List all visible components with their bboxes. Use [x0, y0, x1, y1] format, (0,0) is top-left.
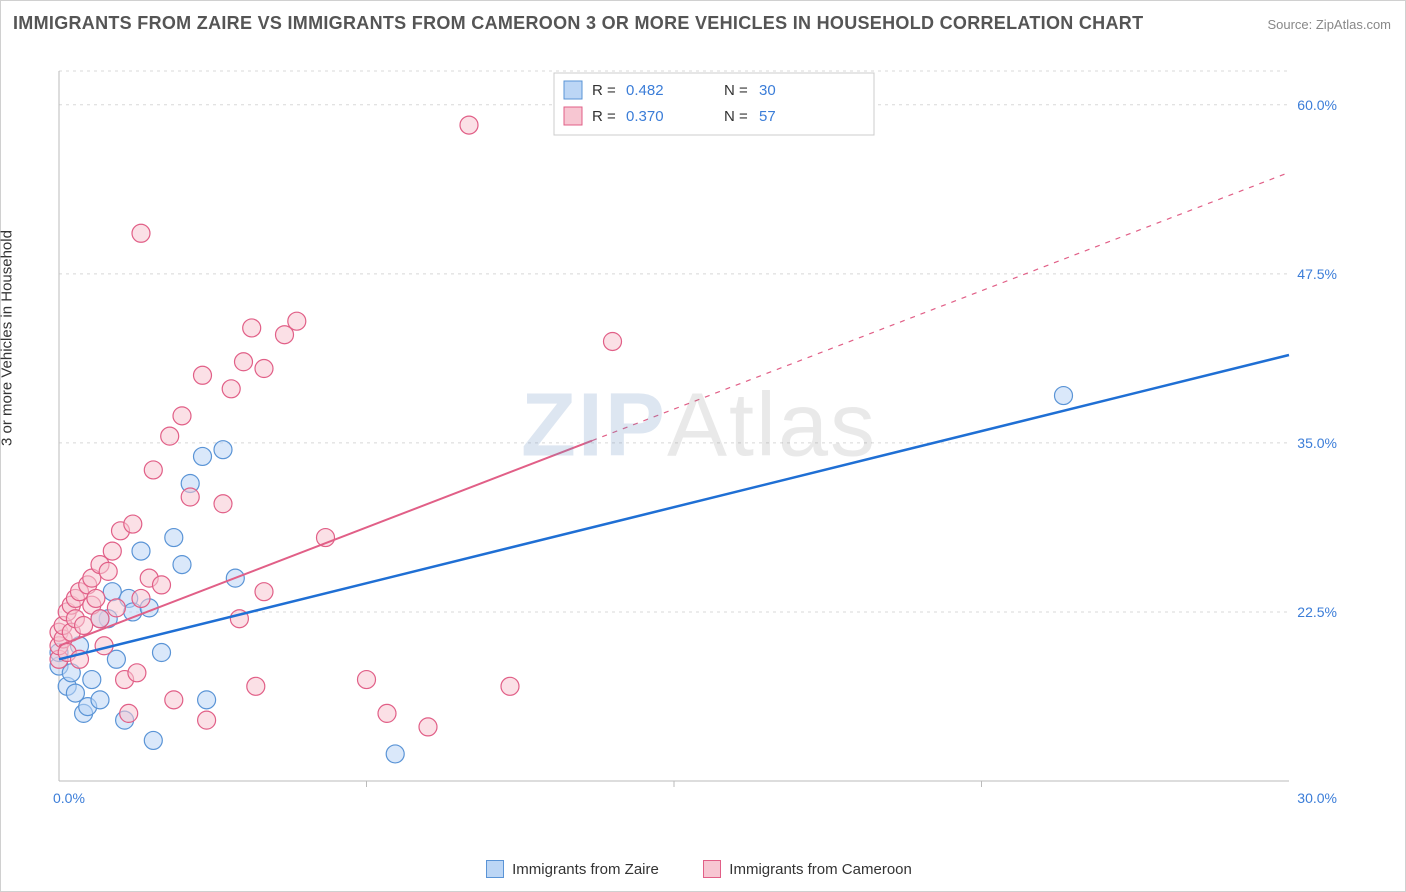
y-axis-label: 3 or more Vehicles in Household [0, 230, 16, 446]
chart-title: IMMIGRANTS FROM ZAIRE VS IMMIGRANTS FROM… [13, 13, 1143, 34]
point-cameroon [198, 711, 216, 729]
point-cameroon [165, 691, 183, 709]
point-cameroon [419, 718, 437, 736]
legend-swatch-cameroon [703, 860, 721, 878]
point-cameroon [247, 677, 265, 695]
legend-item-cameroon: Immigrants from Cameroon [703, 860, 912, 878]
point-zaire [91, 691, 109, 709]
legend-swatch-zaire [486, 860, 504, 878]
point-cameroon [501, 677, 519, 695]
stats-swatch [564, 107, 582, 125]
point-cameroon [107, 599, 125, 617]
stats-swatch [564, 81, 582, 99]
point-cameroon [173, 407, 191, 425]
y-tick-label: 60.0% [1297, 97, 1337, 113]
source-label: Source: ZipAtlas.com [1267, 17, 1391, 32]
point-cameroon [75, 616, 93, 634]
point-cameroon [128, 664, 146, 682]
legend-label-zaire: Immigrants from Zaire [512, 861, 659, 878]
stats-n-val: 30 [759, 82, 776, 99]
point-cameroon [255, 360, 273, 378]
legend-label-cameroon: Immigrants from Cameroon [729, 861, 912, 878]
point-cameroon [161, 427, 179, 445]
point-cameroon [358, 671, 376, 689]
point-zaire [173, 556, 191, 574]
point-zaire [1055, 387, 1073, 405]
point-cameroon [378, 704, 396, 722]
point-zaire [194, 447, 212, 465]
y-tick-label: 47.5% [1297, 266, 1337, 282]
legend-item-zaire: Immigrants from Zaire [486, 860, 659, 878]
plot-area: 22.5% 35.0% 47.5% 60.0% 0.0% 30.0% R = 0.482 N =… [49, 61, 1349, 821]
point-zaire [153, 644, 171, 662]
y-tick-label: 22.5% [1297, 604, 1337, 620]
point-cameroon [153, 576, 171, 594]
stats-n-label: N = [724, 82, 748, 99]
point-cameroon [194, 366, 212, 384]
point-cameroon [222, 380, 240, 398]
stats-n-label: N = [724, 108, 748, 125]
point-cameroon [103, 542, 121, 560]
x-tick-label: 0.0% [53, 790, 85, 806]
point-zaire [214, 441, 232, 459]
point-cameroon [87, 589, 105, 607]
point-cameroon [120, 704, 138, 722]
point-cameroon [181, 488, 199, 506]
chart-container: IMMIGRANTS FROM ZAIRE VS IMMIGRANTS FROM… [0, 0, 1406, 892]
point-zaire [386, 745, 404, 763]
point-zaire [83, 671, 101, 689]
point-cameroon [132, 589, 150, 607]
point-cameroon [91, 610, 109, 628]
x-tick-label: 30.0% [1297, 790, 1337, 806]
point-zaire [165, 529, 183, 547]
point-cameroon [235, 353, 253, 371]
stats-r-val: 0.370 [626, 108, 664, 125]
trendline-zaire [59, 355, 1289, 659]
trendline-cameroon-ext [592, 172, 1289, 440]
point-zaire [144, 731, 162, 749]
point-cameroon [144, 461, 162, 479]
point-cameroon [214, 495, 232, 513]
bottom-legend: Immigrants from Zaire Immigrants from Ca… [49, 860, 1349, 883]
stats-r-val: 0.482 [626, 82, 664, 99]
point-cameroon [132, 224, 150, 242]
point-zaire [103, 583, 121, 601]
point-zaire [198, 691, 216, 709]
point-cameroon [124, 515, 142, 533]
y-tick-label: 35.0% [1297, 435, 1337, 451]
point-cameroon [99, 562, 117, 580]
point-cameroon [288, 312, 306, 330]
point-zaire [132, 542, 150, 560]
point-cameroon [243, 319, 261, 337]
stats-n-val: 57 [759, 108, 776, 125]
point-cameroon [460, 116, 478, 134]
stats-r-label: R = [592, 108, 616, 125]
stats-r-label: R = [592, 82, 616, 99]
point-cameroon [604, 332, 622, 350]
scatter-chart: 22.5% 35.0% 47.5% 60.0% 0.0% 30.0% R = 0.482 N =… [49, 61, 1349, 821]
point-cameroon [255, 583, 273, 601]
